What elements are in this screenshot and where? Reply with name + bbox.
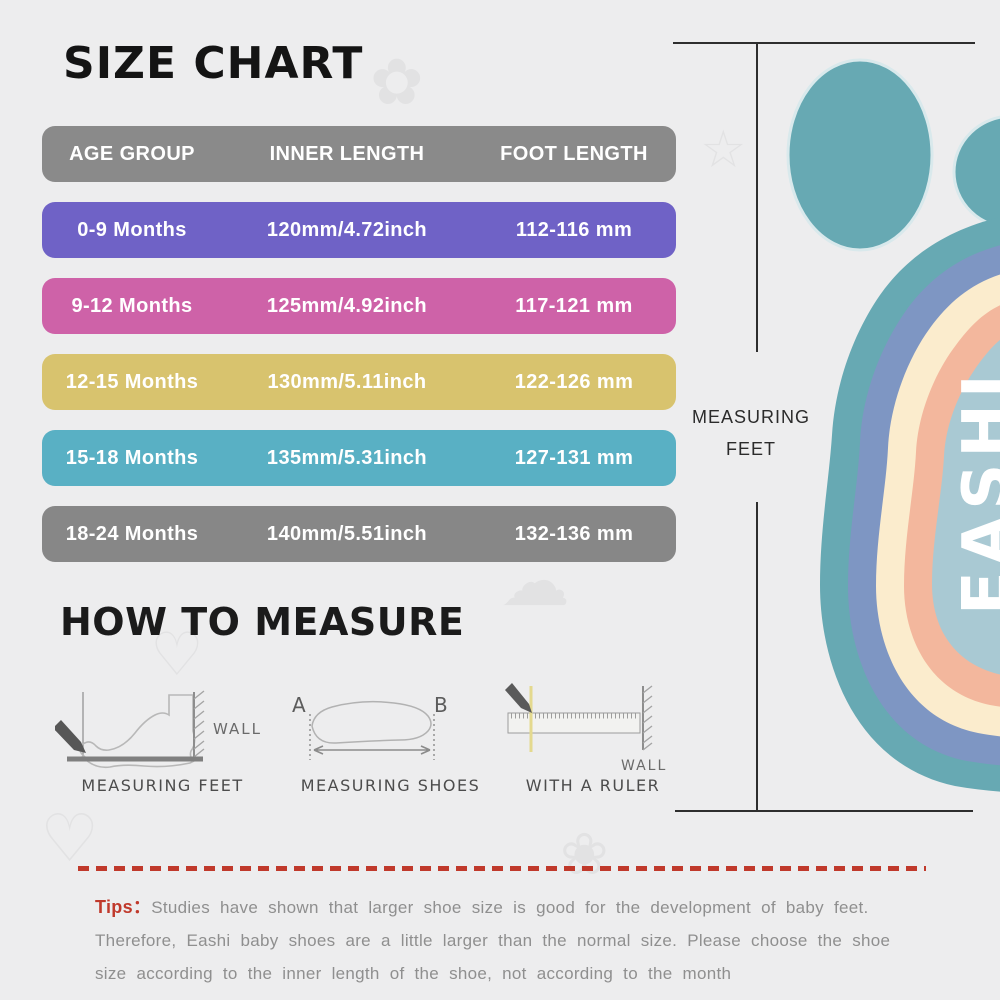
inner-length-cell: 130mm/5.11inch: [267, 370, 427, 393]
measure-line-bottom: [675, 810, 973, 812]
age-cell: 0-9 Months: [77, 218, 187, 241]
second-toe-shape: [952, 115, 1000, 229]
age-cell: 18-24 Months: [65, 522, 199, 545]
heart-doodle-icon: ♡: [150, 620, 204, 690]
wall-hatch: [642, 685, 653, 751]
table-row: 0-9 Months 120mm/4.72inch 112-116 mm: [42, 202, 676, 258]
with-a-ruler-illustration: WALL WITH A RULER: [503, 680, 683, 798]
foot-length-cell: 112-116 mm: [515, 218, 633, 241]
ruler-drawing: WALL: [505, 683, 667, 774]
inner-length-cell: 120mm/4.72inch: [266, 218, 428, 241]
wall-label: WALL: [621, 758, 667, 774]
pencil-icon: [53, 720, 86, 753]
table-header-row: AGE GROUP INNER LENGTH FOOT LENGTH: [42, 126, 676, 182]
foot-length-cell: 132-136 mm: [514, 522, 634, 545]
heart-doodle-icon: ♡: [40, 800, 99, 877]
length-arrow: [313, 745, 431, 755]
table-row: 15-18 Months 135mm/5.31inch 127-131 mm: [42, 430, 676, 486]
age-cell: 9-12 Months: [71, 294, 193, 317]
tips-line-2: Therefore, Eashi baby shoes are a little…: [95, 931, 891, 950]
measuring-feet-label: MEASURING FEET: [691, 407, 810, 459]
wall-hatch: [193, 690, 205, 758]
table-row: 9-12 Months 125mm/4.92inch 117-121 mm: [42, 278, 676, 334]
col-header-foot-length: FOOT LENGTH: [500, 142, 648, 165]
measuring-shoes-drawing: A B: [292, 693, 448, 760]
foot-length-cell: 117-121 mm: [515, 294, 633, 317]
foot-length-cell: 127-131 mm: [514, 446, 634, 469]
point-a-label: A: [292, 693, 306, 717]
age-cell: 12-15 Months: [65, 370, 199, 393]
point-b-label: B: [434, 693, 448, 717]
flower-doodle-icon: ✿: [370, 45, 424, 120]
measure-line-top: [673, 42, 975, 44]
wall-label: WALL: [213, 720, 262, 738]
tips-label: Tips：: [95, 897, 152, 917]
tips-line-1: Studies have shown that larger shoe size…: [151, 898, 869, 917]
step2-caption: MEASURING SHOES: [300, 776, 481, 795]
measuring-shoes-illustration: A B MEASURING SHOES: [288, 686, 493, 798]
measure-line-vertical-upper: [756, 42, 758, 352]
measuring-feet-drawing: WALL: [53, 690, 262, 769]
star-doodle-icon: ☆: [700, 120, 747, 180]
shoe-sole-outline: [311, 700, 432, 744]
how-to-measure-heading: HOW TO MEASURE: [60, 600, 465, 644]
inner-length-cell: 135mm/5.31inch: [266, 446, 428, 469]
inner-length-cell: 125mm/4.92inch: [266, 294, 428, 317]
table-row: 18-24 Months 140mm/5.51inch 132-136 mm: [42, 506, 676, 562]
inner-length-cell: 140mm/5.51inch: [266, 522, 428, 545]
step1-caption: MEASURING FEET: [81, 776, 244, 795]
page-title: SIZE CHART: [63, 38, 364, 89]
step3-caption: WITH A RULER: [525, 776, 661, 795]
col-header-age-group: AGE GROUP: [69, 142, 195, 165]
measuring-feet-illustration: WALL MEASURING FEET: [53, 686, 270, 798]
tips-paragraph: Tips：Studies have shown that larger shoe…: [95, 891, 935, 990]
baby-foot-diagram: EASHI: [786, 58, 1000, 792]
foot-inner: [932, 340, 1000, 675]
dashed-divider: [78, 866, 926, 871]
foot-length-cell: 122-126 mm: [514, 370, 634, 393]
brand-logo-text: EASHI: [950, 368, 1000, 615]
flower-doodle-icon: ❀: [560, 820, 609, 888]
foot-outline: [79, 694, 196, 769]
big-toe-shape: [786, 58, 934, 252]
age-cell: 15-18 Months: [65, 446, 199, 469]
tips-line-3: size according to the inner length of th…: [95, 964, 732, 983]
pencil-icon: [505, 683, 532, 713]
table-row: 12-15 Months 130mm/5.11inch 122-126 mm: [42, 354, 676, 410]
col-header-inner-length: INNER LENGTH: [269, 142, 425, 165]
measure-line-vertical-lower: [756, 502, 758, 810]
